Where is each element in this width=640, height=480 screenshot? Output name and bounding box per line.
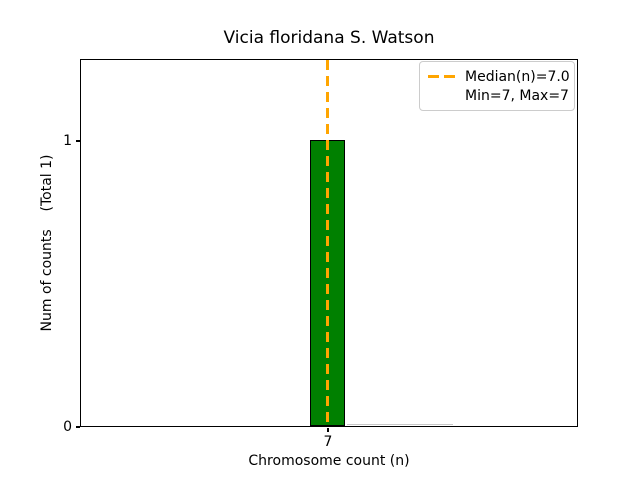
min-max-range-line [347, 424, 453, 425]
median-dashed-line [326, 60, 329, 426]
y-tick-label-0: 0 [63, 419, 72, 435]
plot-area: Median(n)=7.0 Min=7, Max=7 [80, 59, 578, 427]
legend: Median(n)=7.0 Min=7, Max=7 [419, 61, 575, 111]
x-tick-label-7: 7 [323, 434, 333, 450]
y-tick-mark-0 [76, 426, 80, 428]
legend-label-minmax: Min=7, Max=7 [465, 87, 569, 104]
y-tick-label-1: 1 [63, 133, 72, 149]
chart-title: Vicia floridana S. Watson [223, 28, 435, 48]
x-axis-label: Chromosome count (n) [248, 453, 410, 469]
legend-entry-median: Median(n)=7.0 [428, 68, 570, 86]
orange-dashed-line-icon [428, 74, 455, 79]
legend-empty-handle [428, 94, 455, 98]
legend-label-median: Median(n)=7.0 [465, 68, 570, 85]
x-tick-mark-7 [327, 428, 329, 432]
y-tick-mark-1 [76, 140, 80, 142]
legend-entry-minmax: Min=7, Max=7 [428, 87, 569, 105]
